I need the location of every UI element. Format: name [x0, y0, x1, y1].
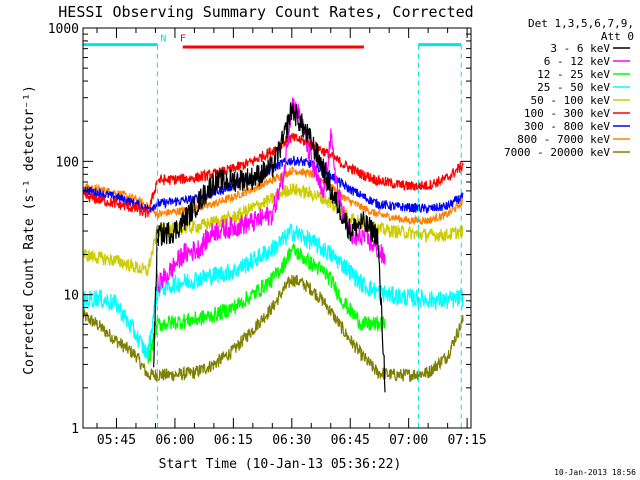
- x-tick-label-1: 06:00: [155, 433, 194, 448]
- legend-label-5: 100 - 300 keV: [524, 107, 610, 120]
- axes-layer: 1 10 100 1000 05:45 06:00 06:15 06:30 06:45 07:00…: [48, 22, 487, 448]
- legend-label-7: 800 - 7000 keV: [517, 133, 610, 146]
- legend-header-line-1: Det 1,3,5,6,7,9,: [528, 17, 634, 30]
- series-line-2: [147, 243, 386, 364]
- series-line-4: [82, 183, 464, 277]
- legend-header-line-2: Att 0: [601, 30, 634, 43]
- x-tick-label-5: 07:00: [389, 433, 428, 448]
- series-line-3: [82, 223, 464, 362]
- legend-label-3: 25 - 50 keV: [537, 81, 610, 94]
- series-layer: [82, 97, 464, 393]
- chart-title: HESSI Observing Summary Count Rates, Cor…: [58, 3, 473, 21]
- series-line-0: [153, 102, 386, 393]
- x-tick-label-4: 06:45: [331, 433, 370, 448]
- y-tick-label-0: 1: [71, 422, 79, 437]
- footer-timestamp: 10-Jan-2013 18:56: [554, 468, 636, 477]
- y-tick-label-3: 1000: [48, 22, 79, 37]
- series-line-1: [156, 97, 386, 293]
- annotation-n: N: [160, 33, 166, 44]
- x-tick-label-6: 07:15: [448, 433, 487, 448]
- annotation-f: F: [180, 33, 186, 44]
- x-axis-label: Start Time (10-Jan-13 05:36:22): [159, 457, 402, 472]
- legend-label-0: 3 - 6 keV: [550, 42, 610, 55]
- x-tick-label-0: 05:45: [97, 433, 136, 448]
- series-line-5: [82, 132, 464, 218]
- legend-label-2: 12 - 25 keV: [537, 68, 610, 81]
- legend-label-1: 6 - 12 keV: [544, 55, 611, 68]
- x-tick-label-2: 06:15: [214, 433, 253, 448]
- series-line-8: [82, 274, 464, 383]
- plot-frame: [82, 27, 472, 429]
- y-tick-label-2: 100: [56, 155, 79, 170]
- y-tick-label-1: 10: [63, 289, 79, 304]
- legend-label-8: 7000 - 20000 keV: [504, 146, 610, 159]
- y-axis-label: Corrected Count Rate (s⁻¹ detector⁻¹): [22, 85, 37, 375]
- legend-label-4: 50 - 100 keV: [531, 94, 611, 107]
- x-tick-label-3: 06:30: [272, 433, 311, 448]
- legend-label-6: 300 - 800 keV: [524, 120, 610, 133]
